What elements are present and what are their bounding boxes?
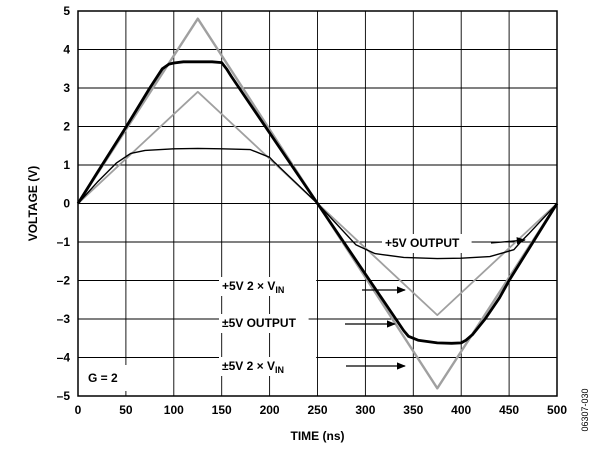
annotation-single-supply-2x-vin: +5V 2 × VIN [222, 279, 284, 295]
x-tick-label: 0 [75, 403, 82, 417]
y-tick-label: –4 [57, 351, 71, 365]
y-tick-label: 2 [63, 120, 70, 134]
y-axis-label: VOLTAGE (V) [26, 166, 40, 242]
x-tick-label: 450 [499, 403, 519, 417]
x-tick-label: 400 [451, 403, 471, 417]
figure-id: 06307-030 [580, 388, 590, 431]
x-tick-label: 250 [307, 403, 327, 417]
y-tick-label: 0 [63, 197, 70, 211]
x-tick-label: 150 [212, 403, 232, 417]
series-single-supply-output [77, 147, 558, 260]
y-tick-label: –5 [57, 389, 71, 403]
x-tick-labels: 0 50 100 150 200 250 300 350 400 450 500 [75, 403, 568, 417]
annotation-background [219, 357, 317, 376]
y-tick-label: –3 [57, 312, 71, 326]
x-tick-label: 350 [403, 403, 423, 417]
series-layer [76, 17, 559, 390]
annotation-dual-supply-output: ±5V OUTPUT [222, 316, 297, 330]
x-tick-label: 300 [355, 403, 375, 417]
y-tick-label: –1 [57, 235, 71, 249]
annotation-background [219, 314, 309, 333]
y-tick-label: 1 [63, 158, 70, 172]
y-tick-label: 3 [63, 81, 70, 95]
plot-frame [77, 10, 558, 397]
x-tick-label: 100 [164, 403, 184, 417]
y-tick-labels: 5 4 3 2 1 0 –1 –2 –3 –4 –5 [57, 4, 71, 403]
x-axis-label: TIME (ns) [291, 429, 345, 443]
x-tick-label: 50 [119, 403, 133, 417]
y-tick-label: –2 [57, 274, 71, 288]
annotations: +5V OUTPUT +5V 2 × VIN ±5V OUTPUT ±5V 2 × V… [219, 234, 526, 376]
annotation-dual-supply-2x-vin: ±5V 2 × VIN [222, 359, 284, 375]
annotation-single-supply-output: +5V OUTPUT [385, 236, 460, 250]
annotation-background [382, 234, 472, 253]
annotation-background [219, 277, 317, 296]
y-tick-label: 5 [63, 4, 70, 18]
gain-label: G = 2 [88, 371, 118, 385]
gain-label-box: G = 2 [81, 365, 151, 391]
y-tick-label: 4 [63, 43, 70, 57]
x-tick-label: 500 [547, 403, 567, 417]
x-tick-label: 200 [260, 403, 280, 417]
annotation-arrow [490, 237, 526, 245]
